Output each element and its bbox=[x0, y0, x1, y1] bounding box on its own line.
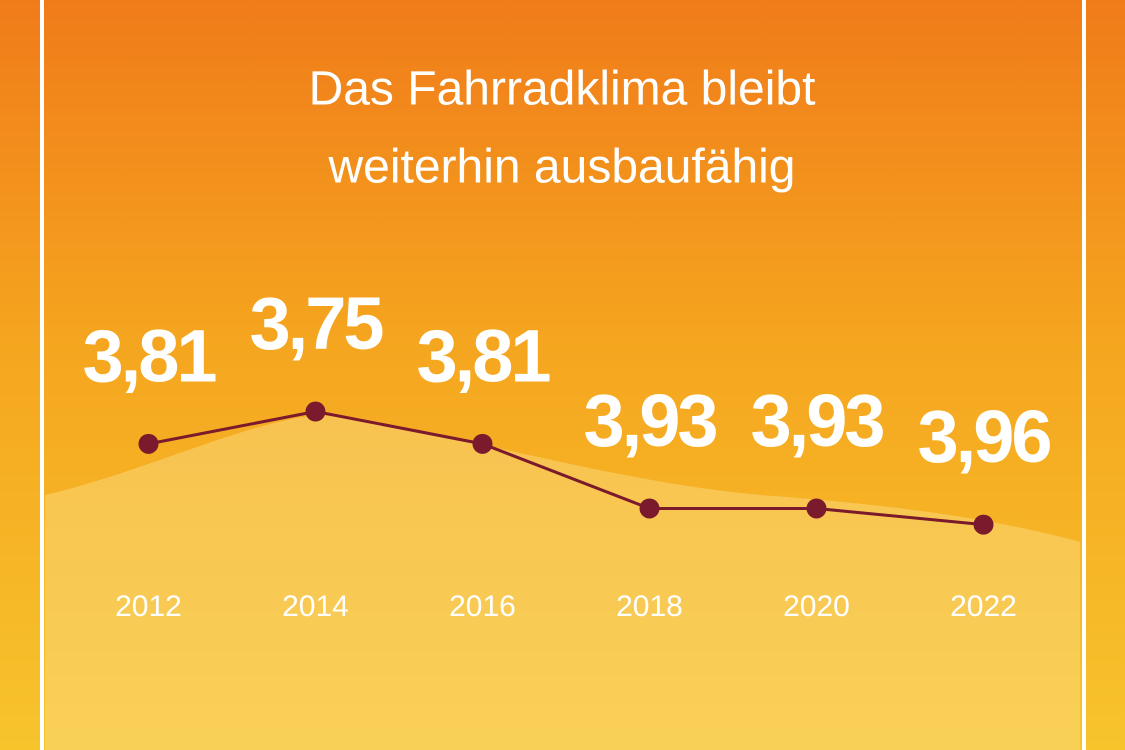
value-label: 3,81 bbox=[82, 314, 216, 397]
chart-title: Das Fahrradklima bleibt bbox=[309, 63, 816, 116]
frame-line bbox=[40, 0, 44, 750]
x-tick-label: 2016 bbox=[449, 590, 516, 623]
x-tick-label: 2012 bbox=[115, 590, 182, 623]
x-tick-label: 2020 bbox=[783, 590, 850, 623]
marker bbox=[305, 401, 326, 422]
marker bbox=[806, 498, 827, 519]
marker bbox=[973, 514, 994, 535]
marker bbox=[472, 433, 493, 454]
x-tick-label: 2014 bbox=[282, 590, 349, 623]
marker bbox=[639, 498, 660, 519]
x-tick-label: 2018 bbox=[616, 590, 683, 623]
x-tick-label: 2022 bbox=[950, 590, 1017, 623]
decor-area bbox=[45, 415, 1080, 750]
chart-title: weiterhin ausbaufähig bbox=[328, 141, 796, 194]
value-label: 3,75 bbox=[249, 282, 383, 365]
value-label: 3,81 bbox=[416, 314, 550, 397]
value-label: 3,96 bbox=[917, 395, 1050, 478]
marker bbox=[138, 433, 159, 454]
value-label: 3,93 bbox=[583, 379, 716, 462]
value-label: 3,93 bbox=[750, 379, 883, 462]
line bbox=[148, 410, 984, 527]
frame-line bbox=[1082, 0, 1086, 750]
